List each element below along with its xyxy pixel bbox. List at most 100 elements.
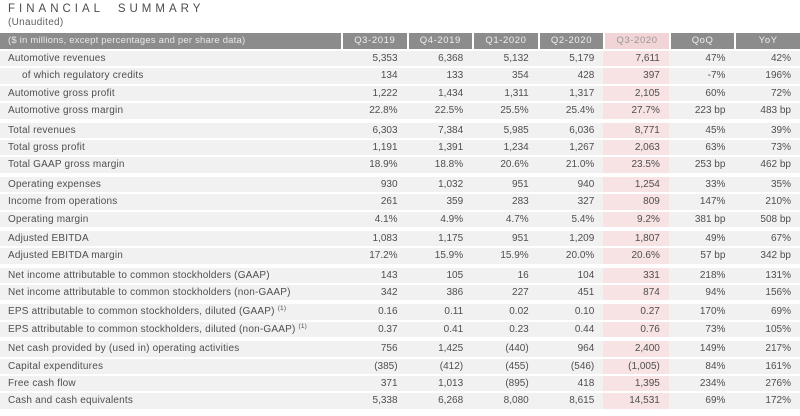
table-section: Net cash provided by (used in) operating… (0, 341, 800, 409)
cell-value: 0.41 (443, 323, 464, 335)
cell-value: 156% (765, 287, 791, 299)
table-row: Total GAAP gross margin 18.9% 18.8% 20.6% 21… (0, 157, 800, 173)
cell-value: 227 (512, 287, 529, 299)
cell-value: 4.9% (440, 213, 464, 225)
cell-value: 20.6% (500, 159, 529, 171)
cell-value: (412) (439, 360, 464, 372)
cell-value: 951 (512, 178, 529, 190)
cell-value: (440) (505, 343, 529, 355)
cell-value: 0.27 (603, 304, 669, 320)
row-label: Net income attributable to common stockh… (8, 287, 291, 299)
cell-value: 8,771 (603, 122, 669, 138)
row-label: Automotive revenues (8, 53, 106, 64)
table-section: Net income attributable to common stockh… (0, 267, 800, 301)
cell-value: 0.10 (574, 306, 595, 318)
cell-value: 161% (765, 360, 791, 372)
row-label: Net cash provided by (used in) operating… (8, 343, 240, 355)
cell-value: 1,425 (438, 343, 464, 355)
cell-value: 16 (517, 269, 529, 281)
cell-value: 331 (603, 267, 669, 284)
financial-table: ($ in millions, except percentages and p… (0, 33, 800, 409)
cell-value: 756 (380, 343, 398, 355)
cell-value: 42% (770, 53, 791, 64)
cell-value: 508 bp (760, 213, 791, 225)
cell-value: 73% (705, 323, 726, 335)
row-label: Income from operations (8, 196, 118, 208)
cell-value: 105 (446, 269, 464, 281)
cell-value: 354 (512, 70, 529, 82)
row-label: Operating expenses (8, 178, 102, 190)
cell-value: (455) (505, 360, 529, 372)
cell-value: 63% (705, 141, 726, 153)
cell-value: 5,132 (503, 53, 529, 64)
table-row: Net income attributable to common stockh… (0, 267, 800, 284)
cell-value: 104 (577, 269, 595, 281)
cell-value: 6,368 (438, 53, 464, 64)
cell-value: 451 (577, 287, 595, 299)
cell-value: 8,080 (503, 395, 529, 407)
table-row: Capital expenditures (385) (412) (455) (546)… (0, 358, 800, 375)
cell-value: 951 (512, 232, 529, 244)
column-header: Q1-2020 (472, 33, 538, 49)
cell-value: 147% (699, 196, 726, 208)
cell-value: 0.16 (378, 306, 398, 318)
column-header: Q4-2019 (406, 33, 473, 49)
cell-value: 1,254 (603, 176, 669, 193)
cell-value: 359 (446, 196, 464, 208)
cell-value: 218% (699, 269, 726, 281)
cell-value: 2,400 (603, 341, 669, 357)
table-row: Automotive gross margin 22.8% 22.5% 25.5% 25… (0, 103, 800, 119)
table-row: Adjusted EBITDA margin 17.2% 15.9% 15.9% 20.… (0, 248, 800, 264)
table-row: Income from operations 261 359 283 327 809 147… (0, 194, 800, 210)
cell-value: 1,175 (438, 232, 464, 244)
cell-value: 45% (705, 124, 726, 136)
cell-value: 874 (603, 285, 669, 301)
cell-value: 342 (380, 287, 398, 299)
cell-value: 7,384 (438, 124, 464, 136)
cell-value: 7,611 (603, 51, 669, 67)
cell-value: 17.2% (369, 250, 398, 262)
cell-value: 809 (603, 194, 669, 210)
table-row: Total revenues 6,303 7,384 5,985 6,036 8,771 4… (0, 122, 800, 138)
footnote-marker: (1) (296, 322, 308, 330)
cell-value: 397 (603, 68, 669, 84)
table-row: Operating margin 4.1% 4.9% 4.7% 5.4% 9.2% 381 … (0, 211, 800, 227)
cell-value: 371 (380, 378, 398, 390)
cell-value: 6,268 (438, 395, 464, 407)
column-header: QoQ (668, 33, 735, 49)
cell-value: 0.23 (509, 323, 529, 335)
column-header: Q3-2019 (341, 33, 407, 49)
cell-value: 1,267 (569, 141, 595, 153)
table-section: EPS attributable to common stockholders,… (0, 304, 800, 338)
cell-value: 94% (705, 287, 726, 299)
cell-value: 149% (699, 343, 726, 355)
cell-value: 172% (765, 395, 791, 407)
cell-value: 386 (446, 287, 464, 299)
table-row: EPS attributable to common stockholders,… (0, 304, 800, 320)
cell-value: 67% (770, 232, 791, 244)
cell-value: 964 (577, 343, 595, 355)
cell-value: 73% (770, 141, 791, 153)
column-header: Q2-2020 (537, 33, 604, 49)
cell-value: 276% (765, 378, 791, 390)
cell-value: 1,391 (438, 141, 464, 153)
row-label: Capital expenditures (8, 360, 104, 372)
cell-value: 1,234 (503, 141, 529, 153)
row-label: Free cash flow (8, 378, 76, 390)
footnote-marker: (1) (275, 305, 287, 313)
cell-value: 462 bp (760, 159, 791, 171)
table-row: Net cash provided by (used in) operating… (0, 341, 800, 357)
table-row: Automotive gross profit 1,222 1,434 1,311 1,… (0, 85, 800, 102)
cell-value: 15.9% (500, 250, 529, 262)
cell-value: 253 bp (694, 159, 726, 171)
table-row: EPS attributable to common stockholders,… (0, 321, 800, 338)
cell-value: 1,222 (372, 87, 398, 99)
cell-value: -7% (707, 70, 726, 82)
cell-value: 143 (380, 269, 398, 281)
cell-value: 72% (770, 87, 791, 99)
cell-value: 15.9% (434, 250, 464, 262)
row-label: Automotive gross margin (8, 105, 124, 117)
cell-value: 223 bp (694, 105, 726, 117)
table-section: Automotive revenues 5,353 6,368 5,132 5,179 7… (0, 51, 800, 119)
